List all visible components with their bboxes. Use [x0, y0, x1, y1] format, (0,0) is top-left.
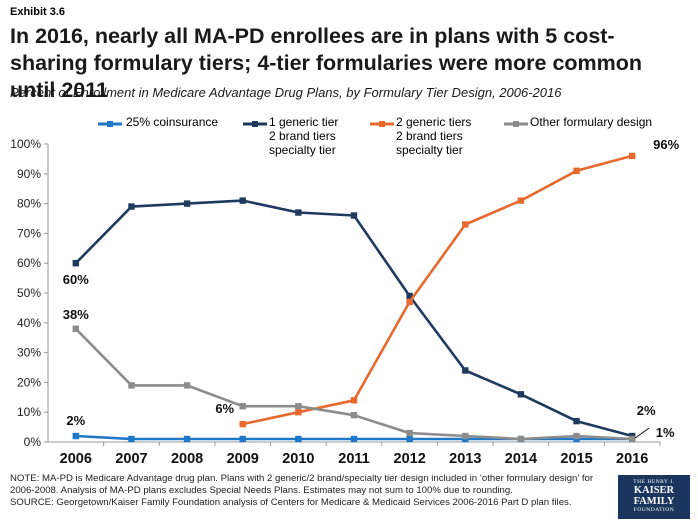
- legend-label-2-generic: 2 generic tiers 2 brand tiers specialty …: [396, 115, 472, 157]
- x-tick-label: 2013: [449, 451, 481, 467]
- y-tick-label: 10%: [17, 405, 41, 419]
- series-3-point: [462, 432, 469, 440]
- logo-line-1: THE HENRY J.: [633, 479, 675, 485]
- series-2-point: [350, 397, 358, 404]
- series-3-point: [573, 432, 580, 440]
- data-label: 2%: [66, 413, 85, 428]
- exhibit-label: Exhibit 3.6: [10, 6, 66, 18]
- data-label-leader: [634, 427, 650, 439]
- series-0-point: [183, 435, 191, 443]
- series-3-point: [517, 435, 525, 443]
- chart-notes: NOTE: MA-PD is Medicare Advantage drug p…: [10, 473, 610, 509]
- x-tick-label: 2006: [60, 451, 92, 467]
- data-label: 6%: [215, 401, 234, 416]
- series-line-3: [74, 327, 633, 441]
- series-1-point: [239, 197, 246, 204]
- series-3-point: [183, 382, 191, 389]
- series-0-point: [128, 435, 135, 443]
- x-tick-label: 2012: [394, 451, 426, 467]
- series-1-point: [128, 203, 135, 210]
- x-tick-label: 2016: [616, 451, 648, 467]
- series-1-point: [183, 200, 191, 207]
- series-2-point: [517, 197, 525, 204]
- series-2-point: [406, 298, 413, 306]
- y-tick-label: 100%: [10, 137, 41, 151]
- data-label: 1%: [656, 425, 675, 440]
- series-2-point: [295, 409, 302, 416]
- logo-line-3: FOUNDATION: [633, 507, 675, 513]
- y-tick-label: 80%: [17, 197, 41, 211]
- chart-title: In 2016, nearly all MA-PD enrollees are …: [10, 24, 643, 102]
- series-2-point: [239, 420, 246, 428]
- series-3-point: [406, 429, 413, 437]
- x-tick-label: 2014: [505, 451, 537, 467]
- notes-text: NOTE: MA-PD is Medicare Advantage drug p…: [10, 473, 594, 508]
- y-tick-label: 30%: [17, 346, 41, 360]
- legend-label-1-generic: 1 generic tier 2 brand tiers specialty t…: [269, 115, 339, 157]
- series-0-point: [295, 435, 302, 443]
- legend-swatch-coinsurance: [98, 121, 122, 127]
- series-1-point: [517, 391, 525, 398]
- x-tick-label: 2008: [171, 451, 203, 467]
- series-2-point: [462, 221, 469, 228]
- y-tick-label: 60%: [17, 256, 41, 270]
- data-label: 96%: [653, 137, 679, 152]
- legend-swatch-2-generic: [370, 121, 394, 127]
- series-3-point: [628, 435, 636, 443]
- data-label: 2%: [637, 403, 656, 418]
- series-1-point: [350, 212, 358, 219]
- series-1-point: [462, 367, 469, 374]
- y-tick-label: 90%: [17, 167, 41, 181]
- legend-swatch-1-generic: [243, 121, 267, 127]
- legend-label-other: Other formulary design: [530, 115, 653, 129]
- x-tick-label: 2007: [115, 451, 147, 467]
- series-3-point: [350, 411, 358, 419]
- x-tick-label: 2015: [560, 451, 592, 467]
- y-tick-label: 40%: [17, 316, 41, 330]
- series-3-point: [239, 403, 246, 410]
- x-tick-label: 2009: [227, 451, 259, 467]
- x-tick-label: 2010: [282, 451, 314, 467]
- data-label: 60%: [63, 272, 89, 287]
- series-3-point: [295, 403, 302, 410]
- data-label: 38%: [63, 307, 89, 322]
- series-0-point: [406, 435, 413, 443]
- series-line-2: [242, 154, 633, 426]
- series-2-point: [628, 152, 636, 160]
- kff-logo: THE HENRY J. KAISER FAMILY FOUNDATION: [618, 475, 690, 519]
- series-1-point: [406, 292, 413, 300]
- series-0-point: [72, 432, 80, 440]
- series-1-point: [295, 209, 302, 216]
- series-1-point: [573, 417, 580, 425]
- series-2-point: [573, 167, 580, 175]
- legend-label-coinsurance: 25% coinsurance: [126, 115, 219, 129]
- y-tick-label: 20%: [17, 375, 41, 389]
- series-3-point: [128, 382, 135, 389]
- y-tick-label: 70%: [17, 226, 41, 240]
- chart-subtitle: Percent of Enrollment in Medicare Advant…: [10, 85, 562, 100]
- legend-swatch-other: [504, 121, 528, 127]
- series-0-point: [239, 435, 246, 443]
- y-tick-label: 50%: [17, 286, 41, 300]
- y-tick-label: 0%: [24, 435, 42, 449]
- logo-line-2a: KAISER: [633, 485, 675, 496]
- logo-line-2b: FAMILY: [633, 496, 675, 507]
- x-tick-label: 2011: [338, 451, 369, 467]
- series-1-point: [72, 260, 80, 267]
- series-3-point: [72, 325, 80, 332]
- series-0-point: [350, 435, 358, 443]
